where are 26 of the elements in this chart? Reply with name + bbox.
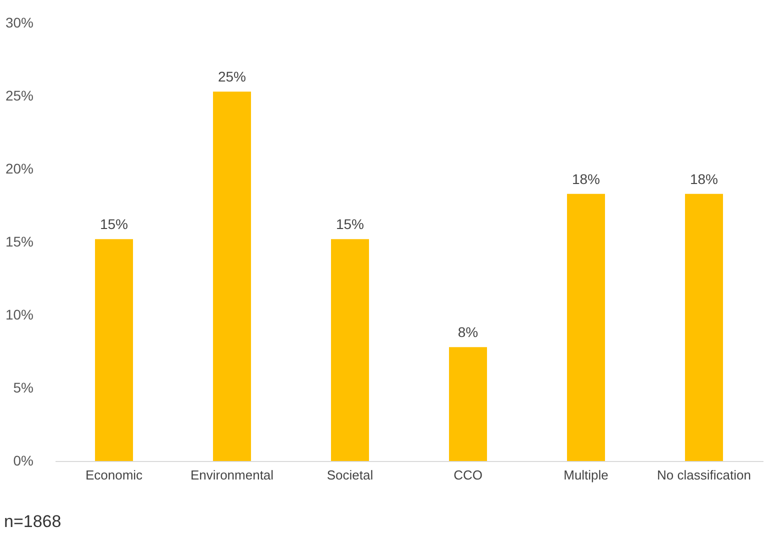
text: n=1868 bbox=[4, 512, 62, 532]
y-tick-label: 10% bbox=[5, 306, 34, 322]
x-tick-label: Economic bbox=[85, 468, 144, 482]
y-tick-label: 25% bbox=[5, 88, 34, 104]
data-label: 15% bbox=[336, 216, 364, 232]
data-label: 8% bbox=[458, 324, 478, 340]
x-tick-label: Societal bbox=[326, 468, 374, 482]
y-tick-label: 15% bbox=[5, 234, 34, 250]
y-tick-label: 5% bbox=[13, 380, 34, 396]
bar bbox=[213, 92, 251, 461]
y-tick-label: 30% bbox=[5, 14, 34, 30]
data-label: 18% bbox=[690, 170, 718, 187]
data-label: 15% bbox=[100, 216, 128, 232]
y-tick-label: 20% bbox=[5, 160, 34, 176]
data-label: 18% bbox=[572, 170, 600, 187]
bar bbox=[567, 194, 605, 461]
bar bbox=[449, 347, 487, 461]
bar bbox=[331, 239, 369, 461]
x-tick-label: Environmental bbox=[190, 468, 274, 482]
x-tick-label: Multiple bbox=[564, 468, 608, 482]
data-label: 25% bbox=[218, 68, 246, 85]
x-tick-label: CCO bbox=[454, 468, 482, 482]
bar bbox=[685, 194, 723, 461]
bar bbox=[95, 239, 133, 461]
x-tick-label: No classification bbox=[657, 468, 751, 482]
y-tick-label: 0% bbox=[13, 452, 34, 468]
